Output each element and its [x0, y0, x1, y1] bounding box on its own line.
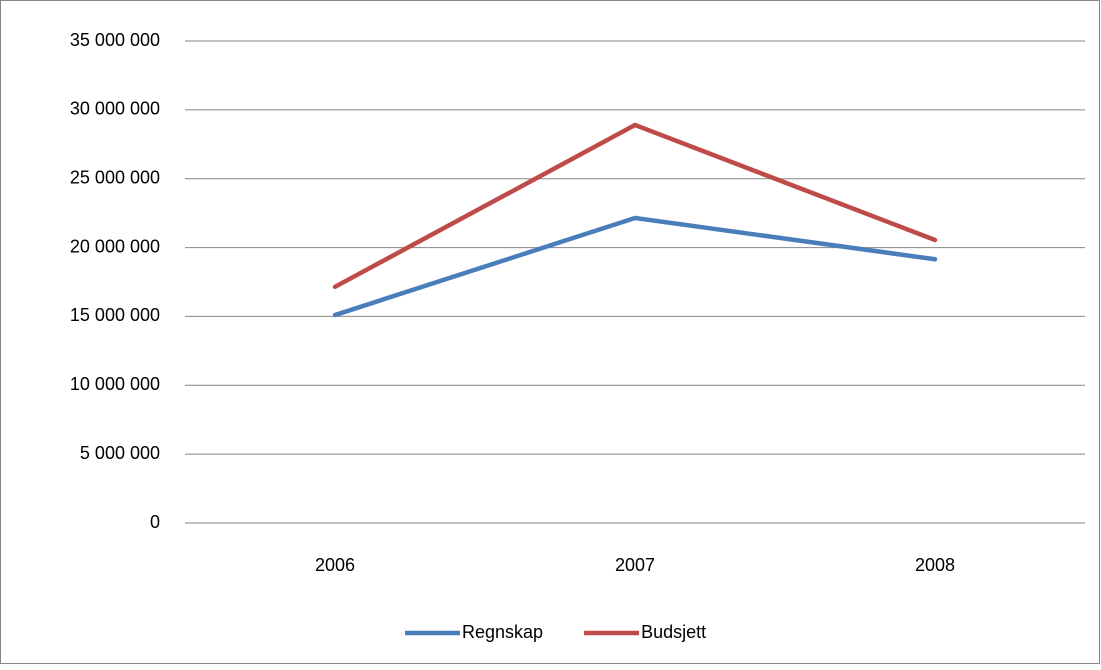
x-tick-label: 2007 — [615, 555, 655, 575]
legend-label: Regnskap — [462, 622, 543, 642]
legend-label: Budsjett — [641, 622, 706, 642]
y-tick-label: 15 000 000 — [70, 305, 160, 325]
data-line — [332, 215, 938, 318]
y-tick-label: 5 000 000 — [80, 443, 160, 463]
y-tick-label: 10 000 000 — [70, 374, 160, 394]
y-tick-label: 0 — [150, 512, 160, 532]
y-tick-label: 25 000 000 — [70, 167, 160, 187]
y-tick-label: 35 000 000 — [70, 30, 160, 50]
x-tick-label: 2008 — [915, 555, 955, 575]
y-tick-label: 30 000 000 — [70, 99, 160, 119]
data-line — [332, 122, 938, 290]
y-tick-label: 20 000 000 — [70, 236, 160, 256]
x-tick-label: 2006 — [315, 555, 355, 575]
